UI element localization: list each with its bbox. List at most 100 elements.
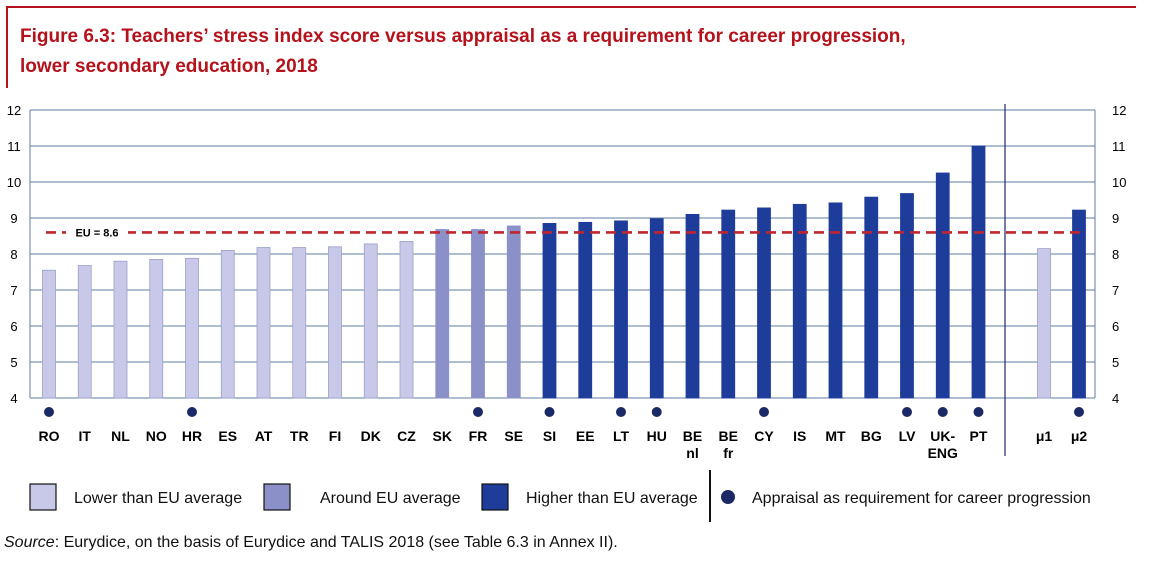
appraisal-dot-lt xyxy=(616,407,626,417)
bar-sk xyxy=(435,229,450,399)
bar-dk xyxy=(363,243,378,399)
y-axis-right: 4 5 6 7 8 9 10 11 12 xyxy=(1112,103,1126,406)
source-label: Source xyxy=(4,534,55,551)
x-label-lt: LT xyxy=(613,428,630,444)
bar-bg xyxy=(864,196,879,399)
eu-average-line: EU = 8.6 xyxy=(46,223,1085,240)
figure-title-line-1: Figure 6.3: Teachers’ stress index score… xyxy=(20,26,906,47)
bar-is xyxy=(792,203,807,399)
x-label-hu: HU xyxy=(647,428,667,444)
y-tick-right-10: 10 xyxy=(1112,175,1126,190)
y-tick-left-10: 10 xyxy=(7,175,21,190)
appraisal-dot-uk--eng xyxy=(937,407,948,417)
y-tick-left-11: 11 xyxy=(7,139,21,154)
bar-pt xyxy=(971,145,986,399)
y-tick-left-7: 7 xyxy=(10,283,17,298)
bar-at xyxy=(256,247,271,399)
source-text: : Eurydice, on the basis of Eurydice and… xyxy=(54,534,618,551)
x-label-es: ES xyxy=(218,428,237,444)
appraisal-dot-fr xyxy=(473,407,483,417)
legend-swatch-around xyxy=(263,483,291,511)
appraisal-dot-pt xyxy=(973,407,984,417)
eu-average-label-box xyxy=(66,223,128,240)
x-label-ee: EE xyxy=(576,428,595,444)
x-label-nl: NL xyxy=(111,428,130,444)
x-label-be-fr-line-2: fr xyxy=(723,445,734,461)
legend-appraisal-dot xyxy=(721,490,735,504)
y-tick-left-8: 8 xyxy=(10,247,17,262)
bar-se xyxy=(506,225,521,399)
bar-fi xyxy=(328,246,342,399)
x-label-be-fr: BE xyxy=(719,428,738,444)
bar-lv xyxy=(900,193,914,399)
bar-μ2 xyxy=(1072,209,1086,399)
y-tick-left-9: 9 xyxy=(10,211,17,226)
gridlines xyxy=(30,109,1095,399)
plot-frame xyxy=(29,104,1096,456)
bar-be-fr xyxy=(721,209,736,399)
appraisal-dot-hr xyxy=(187,407,197,417)
bar-hr xyxy=(185,257,199,399)
bar-no xyxy=(149,258,164,399)
x-axis-labels: RO IT NL NO HR ES AT TR FI DK CZ SK FR SE SI EE LT HU BEnl… xyxy=(39,428,1088,461)
bar-cy xyxy=(757,207,771,399)
x-label-fr: FR xyxy=(469,428,488,444)
eu-average-label: EU = 8.6 xyxy=(75,227,118,239)
x-label-dk: DK xyxy=(361,428,381,444)
stress-index-bar-chart: 4 5 6 7 8 9 10 11 12 4 5 6 7 8 9 10 11 12 EU = 8.6 RO IT N… xyxy=(7,103,1126,522)
x-label-at: AT xyxy=(255,428,273,444)
appraisal-dot-si xyxy=(544,407,555,417)
source-note: Source: Eurydice, on the basis of Eurydi… xyxy=(4,534,618,552)
legend-swatch-lower xyxy=(29,483,57,511)
bar-ro xyxy=(42,269,56,399)
y-tick-right-8: 8 xyxy=(1112,247,1119,262)
y-tick-left-5: 5 xyxy=(10,355,17,370)
bar-it xyxy=(77,265,92,399)
x-label-is: IS xyxy=(793,428,806,444)
y-tick-left-12: 12 xyxy=(7,103,21,118)
bar-es xyxy=(220,249,235,399)
legend-label-around: Around EU average xyxy=(320,490,461,507)
bars xyxy=(42,145,1086,399)
bar-ee xyxy=(578,221,593,399)
legend-swatch-higher xyxy=(481,483,509,511)
bar-be-nl xyxy=(685,213,700,399)
x-label-bg: BG xyxy=(861,428,882,444)
y-axis-left: 4 5 6 7 8 9 10 11 12 xyxy=(7,103,21,406)
x-label-lv: LV xyxy=(899,428,917,444)
y-tick-right-9: 9 xyxy=(1112,211,1119,226)
x-label-si: SI xyxy=(543,428,556,444)
appraisal-dot-μ2 xyxy=(1074,407,1084,417)
y-tick-left-4: 4 xyxy=(10,391,17,406)
x-label-cy: CY xyxy=(754,428,774,444)
bar-fr xyxy=(471,229,485,399)
bar-hu xyxy=(649,218,664,399)
bar-si xyxy=(542,222,557,399)
x-label-se: SE xyxy=(504,428,523,444)
bar-cz xyxy=(399,240,414,399)
x-label-no: NO xyxy=(146,428,167,444)
bar-lt xyxy=(614,220,628,399)
appraisal-dot-cy xyxy=(759,407,769,417)
bar-mt xyxy=(828,202,843,399)
appraisal-dot-ro xyxy=(44,407,54,417)
legend-label-lower: Lower than EU average xyxy=(74,490,242,507)
x-label-hr: HR xyxy=(182,428,202,444)
legend-label-appraisal: Appraisal as requirement for career prog… xyxy=(752,490,1091,507)
appraisal-dot-lv xyxy=(902,407,912,417)
x-label-pt: PT xyxy=(970,428,988,444)
figure-title-line-2: lower secondary education, 2018 xyxy=(20,56,318,77)
x-label-cz: CZ xyxy=(397,428,416,444)
x-label-sk: SK xyxy=(433,428,452,444)
y-tick-right-11: 11 xyxy=(1112,139,1126,154)
appraisal-dot-hu xyxy=(651,407,662,417)
y-tick-right-12: 12 xyxy=(1112,103,1126,118)
x-label-mt: MT xyxy=(825,428,846,444)
x-label-uk--eng-line-2: ENG xyxy=(928,445,958,461)
x-label-tr: TR xyxy=(290,428,309,444)
x-label-be-nl-line-2: nl xyxy=(686,445,698,461)
legend-label-higher: Higher than EU average xyxy=(526,490,698,507)
figure-title: Figure 6.3: Teachers’ stress index score… xyxy=(20,22,906,82)
bar-uk--eng xyxy=(935,172,950,399)
y-tick-right-4: 4 xyxy=(1112,391,1119,406)
